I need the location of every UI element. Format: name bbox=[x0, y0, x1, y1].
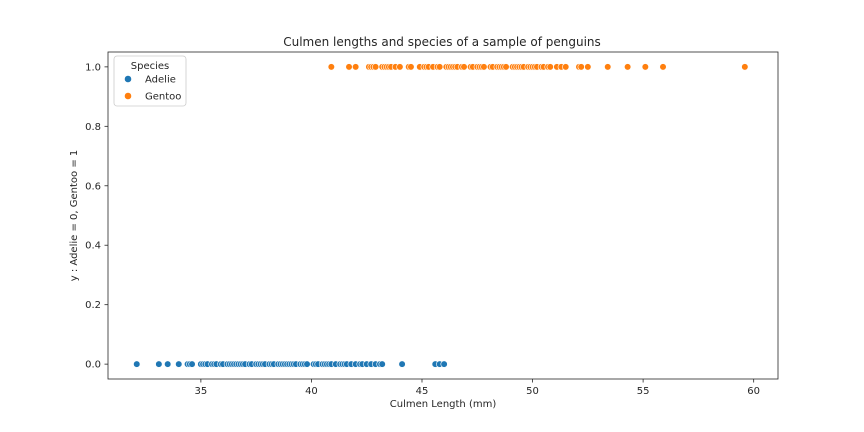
point-gentoo bbox=[352, 63, 360, 71]
point-gentoo bbox=[327, 63, 335, 71]
point-gentoo bbox=[659, 63, 667, 71]
x-tick-label: 35 bbox=[195, 386, 208, 397]
point-adelie bbox=[188, 360, 196, 368]
legend-marker-gentoo bbox=[124, 92, 132, 100]
y-tick-label: 0.0 bbox=[85, 360, 101, 371]
x-axis-label: Culmen Length (mm) bbox=[390, 399, 497, 410]
x-axis-ticks: 35 40 45 50 55 60 bbox=[195, 379, 760, 397]
legend-label-adelie: Adelie bbox=[145, 75, 176, 86]
point-gentoo bbox=[480, 63, 488, 71]
y-tick-label: 0.6 bbox=[85, 181, 101, 192]
point-adelie bbox=[378, 360, 386, 368]
point-gentoo bbox=[577, 63, 585, 71]
x-tick-label: 40 bbox=[305, 386, 318, 397]
legend: Species Adelie Gentoo bbox=[113, 55, 187, 107]
legend-label-gentoo: Gentoo bbox=[145, 92, 181, 103]
point-adelie bbox=[175, 360, 183, 368]
y-axis-label: y : Adelie = 0, Gentoo = 1 bbox=[69, 150, 80, 281]
point-adelie bbox=[133, 360, 141, 368]
point-gentoo bbox=[460, 63, 468, 71]
point-gentoo bbox=[546, 63, 554, 71]
point-gentoo bbox=[584, 63, 592, 71]
legend-title: Species bbox=[131, 61, 170, 72]
point-adelie bbox=[155, 360, 163, 368]
point-gentoo bbox=[562, 63, 570, 71]
point-gentoo bbox=[641, 63, 649, 71]
point-gentoo bbox=[436, 63, 444, 71]
point-adelie bbox=[398, 360, 406, 368]
point-adelie bbox=[440, 360, 448, 368]
plot-frame bbox=[107, 51, 779, 380]
legend-marker-adelie bbox=[124, 75, 132, 83]
x-tick-label: 60 bbox=[747, 386, 760, 397]
x-tick-label: 50 bbox=[526, 386, 539, 397]
point-gentoo bbox=[345, 63, 353, 71]
y-tick-label: 0.8 bbox=[85, 122, 101, 133]
point-gentoo bbox=[407, 63, 415, 71]
y-axis-ticks: 0.0 0.2 0.4 0.6 0.8 1.0 bbox=[85, 62, 108, 371]
x-tick-label: 55 bbox=[637, 386, 650, 397]
point-gentoo bbox=[396, 63, 404, 71]
point-adelie bbox=[164, 360, 172, 368]
data-points bbox=[133, 63, 749, 368]
point-gentoo bbox=[371, 63, 380, 71]
x-tick-label: 45 bbox=[416, 386, 429, 397]
legend-box bbox=[113, 55, 187, 107]
point-gentoo bbox=[741, 63, 749, 71]
point-gentoo bbox=[604, 63, 612, 71]
y-tick-label: 0.2 bbox=[85, 300, 101, 311]
chart-title: Culmen lengths and species of a sample o… bbox=[283, 35, 601, 49]
y-tick-label: 0.4 bbox=[85, 241, 101, 252]
point-adelie bbox=[303, 360, 311, 368]
point-gentoo bbox=[502, 63, 510, 71]
y-tick-label: 1.0 bbox=[85, 62, 101, 73]
point-gentoo bbox=[624, 63, 632, 71]
